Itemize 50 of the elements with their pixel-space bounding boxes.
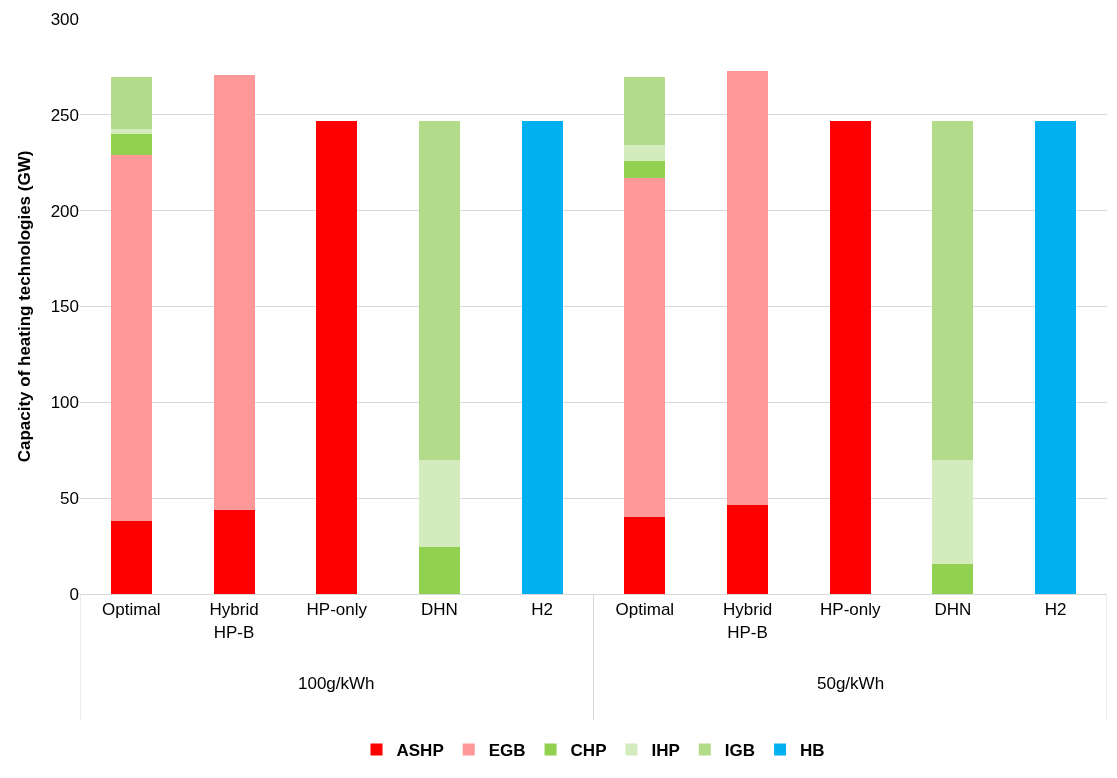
x-tick-label: H2 bbox=[1044, 600, 1067, 620]
x-tick-label: DHN bbox=[934, 600, 972, 620]
bar bbox=[418, 120, 460, 460]
legend-label: HB bbox=[800, 741, 825, 761]
bar bbox=[418, 547, 460, 594]
text: 100g/kWh bbox=[298, 674, 375, 693]
bar bbox=[727, 70, 769, 505]
bar bbox=[624, 178, 666, 518]
bar bbox=[932, 120, 974, 460]
y-tick-label: 0 bbox=[69, 584, 79, 604]
bar bbox=[932, 564, 974, 594]
bar bbox=[829, 120, 871, 594]
x-tick-label: DHN bbox=[421, 600, 458, 620]
bar bbox=[624, 144, 666, 161]
bar bbox=[316, 120, 358, 594]
x-tick-label: Hybrid HP-B bbox=[209, 600, 259, 642]
bar bbox=[932, 459, 974, 565]
bar bbox=[213, 509, 255, 594]
bar bbox=[521, 120, 563, 594]
bar bbox=[110, 77, 152, 130]
x-tick-label: Optimal bbox=[102, 600, 161, 620]
bar bbox=[110, 134, 152, 156]
bar bbox=[213, 74, 255, 510]
x-tick-label: Hybrid HP-B bbox=[722, 600, 773, 642]
y-axis-title: Capacity of heating technologies (GW) bbox=[15, 150, 35, 463]
y-tick-label: 300 bbox=[50, 9, 79, 29]
bar bbox=[727, 504, 769, 594]
x-tick-label: HP-only bbox=[820, 600, 881, 620]
bar bbox=[624, 76, 666, 145]
bar bbox=[624, 160, 666, 179]
x-tick-label: HP-only bbox=[306, 600, 368, 620]
bar bbox=[110, 155, 152, 522]
bar bbox=[624, 517, 666, 594]
x-tick-label: Optimal bbox=[615, 600, 675, 620]
bar bbox=[418, 459, 460, 548]
legend-label: EGB bbox=[488, 741, 526, 761]
text: 50g/kWh bbox=[817, 674, 885, 693]
legend-label: IHP bbox=[651, 741, 680, 761]
y-tick-label: 150 bbox=[50, 297, 79, 317]
y-tick-label: 100 bbox=[50, 393, 79, 413]
legend-label: ASHP bbox=[396, 741, 444, 761]
y-tick-label: 250 bbox=[50, 105, 79, 125]
bar bbox=[110, 521, 152, 594]
legend-label: IGB bbox=[724, 741, 756, 761]
y-tick-label: 200 bbox=[50, 201, 79, 221]
bar bbox=[1035, 120, 1077, 594]
legend-label: CHP bbox=[570, 741, 607, 761]
x-tick-label: H2 bbox=[531, 600, 554, 620]
y-tick-label: 50 bbox=[60, 489, 79, 509]
bar bbox=[110, 129, 152, 134]
